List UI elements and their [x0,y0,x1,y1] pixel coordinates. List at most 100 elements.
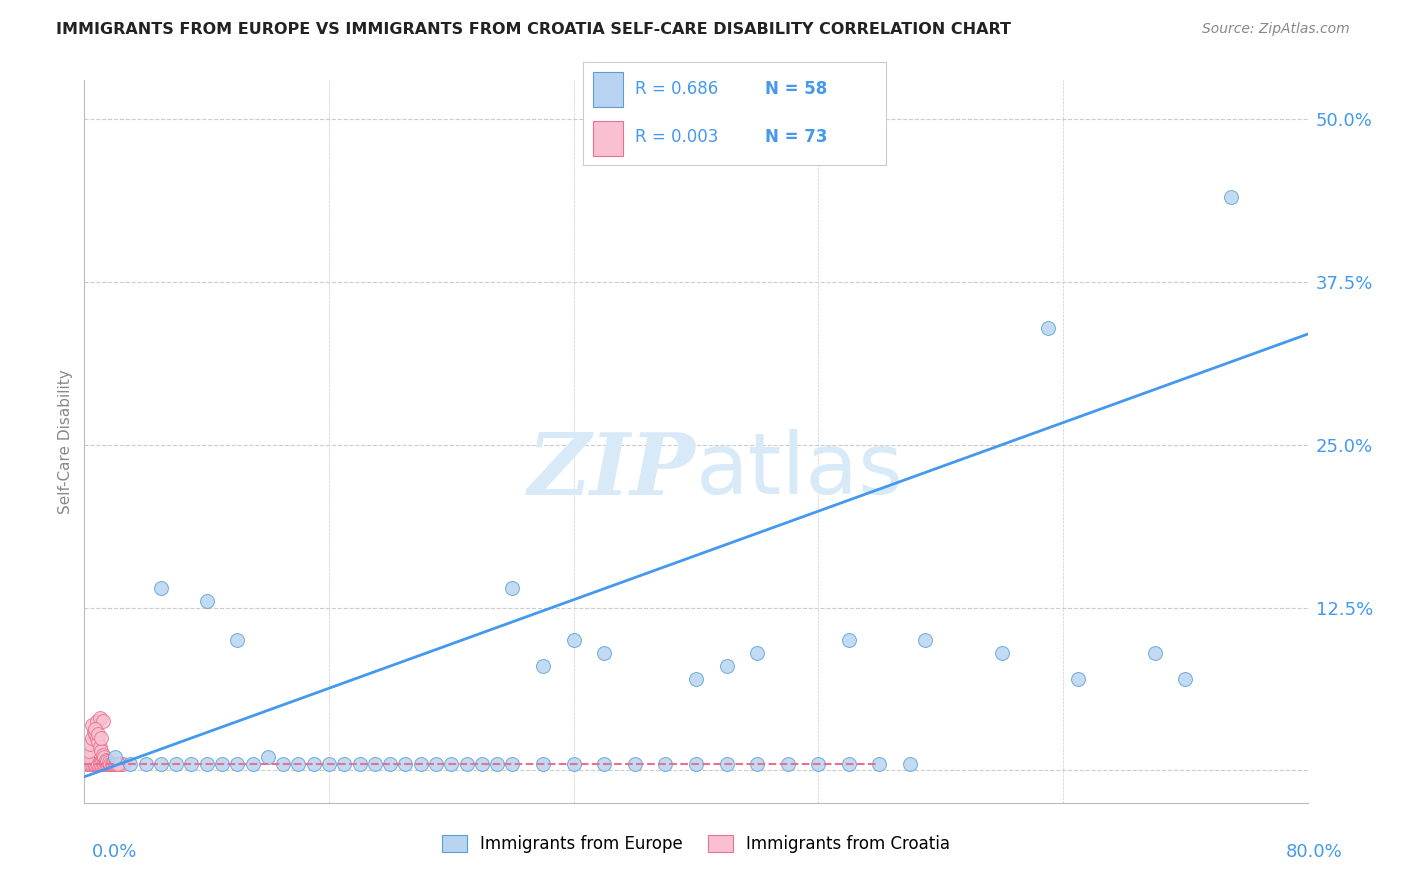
Point [747,646,769,660]
Point [593,756,616,771]
Point [562,756,585,771]
Point [654,756,676,771]
Point [86,756,108,771]
Point [98,756,121,771]
Point [83,756,105,771]
Point [77,756,100,771]
Point [101,756,124,771]
Point [364,756,387,771]
Point [380,756,402,771]
Point [624,756,647,771]
Point [96,754,118,768]
Point [83,756,105,771]
Bar [592,71,623,106]
Point [87,734,110,748]
Point [531,756,554,771]
Point [257,750,280,764]
Point [89,756,111,771]
Point [104,756,127,771]
Point [84,756,107,771]
Point [89,711,111,725]
Point [776,756,799,771]
Point [76,756,98,771]
Point [349,756,371,771]
Point [80,717,103,731]
Point [87,727,110,741]
Text: R = 0.003: R = 0.003 [636,128,718,146]
Point [103,756,125,771]
Point [93,750,115,764]
Point [91,756,114,771]
Text: R = 0.686: R = 0.686 [636,80,718,98]
Point [80,756,103,771]
Text: IMMIGRANTS FROM EUROPE VS IMMIGRANTS FROM CROATIA SELF-CARE DISABILITY CORRELATI: IMMIGRANTS FROM EUROPE VS IMMIGRANTS FRO… [56,22,1011,37]
Point [149,756,172,771]
Point [394,756,416,771]
Point [91,756,114,771]
Point [1143,646,1166,660]
Point [120,756,142,771]
Point [807,756,830,771]
Point [180,756,202,771]
Point [562,633,585,648]
Point [98,756,121,771]
Point [104,756,127,771]
Point [90,756,112,771]
Point [87,756,110,771]
Point [425,756,447,771]
Point [93,756,115,771]
Point [471,756,494,771]
Point [242,756,264,771]
Text: 0.0%: 0.0% [91,843,136,861]
Point [333,756,356,771]
Point [502,756,524,771]
Point [103,756,125,771]
Point [716,659,738,673]
Point [716,756,738,771]
Point [84,727,107,741]
Point [409,756,432,771]
Point [87,756,110,771]
Point [195,756,218,771]
Point [1036,320,1059,334]
Text: N = 58: N = 58 [765,80,827,98]
Point [91,747,114,762]
Point [104,750,127,764]
Point [107,756,129,771]
Point [83,724,105,739]
Point [94,756,117,771]
Point [86,714,108,728]
Point [302,756,325,771]
Point [104,756,127,771]
Point [107,756,129,771]
Point [287,756,309,771]
Point [195,594,218,608]
Point [226,633,249,648]
Text: ZIP: ZIP [529,429,696,512]
Point [90,756,112,771]
Point [84,722,107,736]
Point [1067,672,1090,686]
Point [86,731,108,745]
Point [105,756,128,771]
Point [271,756,294,771]
Point [77,756,100,771]
Point [94,753,117,767]
Point [531,659,554,673]
Point [76,756,98,771]
Point [80,756,103,771]
Text: atlas: atlas [696,429,904,512]
Point [79,756,101,771]
Point [97,756,120,771]
Point [79,756,101,771]
Point [318,756,340,771]
Point [105,756,128,771]
Point [76,750,98,764]
Point [84,756,107,771]
Point [110,756,132,771]
Point [226,756,249,771]
Point [211,756,233,771]
Point [165,756,187,771]
Point [747,756,769,771]
Point [91,714,114,728]
